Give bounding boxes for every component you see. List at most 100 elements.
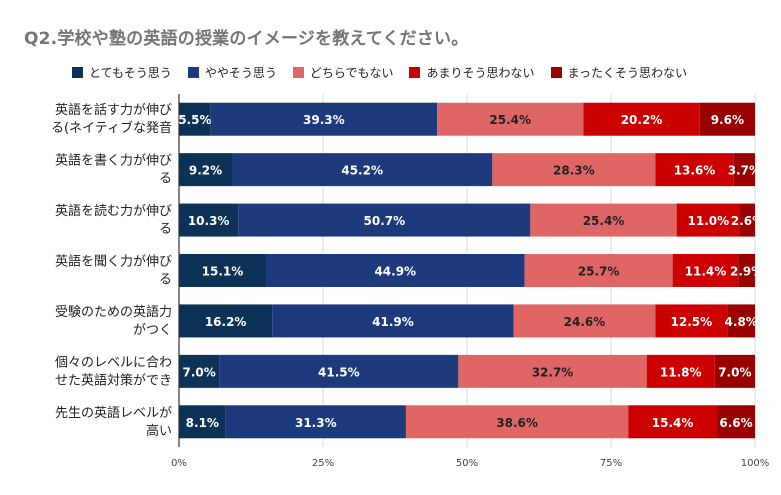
data-label-series-1-row-3: 10.3%: [188, 214, 230, 228]
x-tick-label-2: 25%: [312, 458, 334, 469]
legend-item-series-3: どちらでもない: [292, 64, 394, 81]
legend-label-series-3: どちらでもない: [309, 65, 394, 80]
bar-series-4-row-5: [655, 304, 728, 338]
bar-series-5-row-1: [699, 102, 755, 136]
bar-series-5-row-2: [733, 153, 755, 187]
bar-series-5-row-4: [738, 254, 755, 287]
legend-label-series-1: とてもそう思う: [89, 65, 172, 80]
data-label-series-3-row-1: 25.4%: [489, 113, 531, 127]
bar-series-2-row-6: [219, 354, 459, 388]
category-label-3-line-2: る: [159, 222, 172, 237]
bar-series-3-row-3: [530, 203, 677, 237]
data-label-series-4-row-6: 11.8%: [660, 365, 702, 379]
bar-series-1-row-7: [179, 405, 226, 439]
bar-series-1-row-2: [179, 153, 232, 187]
data-label-series-3-row-5: 24.6%: [564, 315, 606, 329]
bar-series-2-row-5: [272, 304, 514, 338]
data-label-series-5-row-1: 9.6%: [711, 113, 744, 127]
bar-series-4-row-3: [676, 203, 741, 237]
data-label-series-2-row-5: 41.9%: [372, 315, 414, 329]
data-label-series-1-row-2: 9.2%: [189, 164, 222, 178]
data-label-series-2-row-6: 41.5%: [318, 365, 360, 379]
bar-series-2-row-7: [225, 405, 406, 439]
bar-series-5-row-7: [716, 405, 755, 439]
data-label-series-5-row-2: 3.7%: [728, 164, 761, 178]
bar-series-3-row-2: [492, 153, 656, 187]
category-label-4-line-2: る: [159, 273, 172, 288]
data-label-series-1-row-1: 5.5%: [178, 113, 211, 127]
legend-swatch-series-4: [409, 66, 421, 78]
data-label-series-5-row-4: 2.9%: [730, 265, 763, 279]
data-label-series-1-row-7: 8.1%: [186, 416, 219, 430]
data-label-series-4-row-2: 13.6%: [674, 164, 716, 178]
data-label-series-5-row-6: 7.0%: [718, 365, 751, 379]
category-label-1-line-1: 英語を話す力が伸び: [55, 102, 172, 118]
bar-series-5-row-5: [727, 304, 755, 338]
data-label-series-2-row-1: 39.3%: [303, 113, 345, 127]
category-label-2-line-1: 英語を書く力が伸び: [55, 153, 172, 169]
bar-series-2-row-3: [238, 203, 531, 237]
legend-item-series-4: あまりそう思わない: [409, 64, 535, 81]
legend: とてもそう思う ややそう思う どちらでもない あまりそう思わない まったくそう思…: [72, 64, 703, 80]
data-label-series-3-row-7: 38.6%: [496, 416, 538, 430]
data-label-series-1-row-4: 15.1%: [202, 265, 244, 279]
data-label-series-4-row-3: 11.0%: [688, 214, 730, 228]
bar-series-4-row-4: [672, 254, 739, 287]
data-label-series-4-row-4: 11.4%: [685, 265, 727, 279]
bar-series-1-row-6: [179, 354, 220, 388]
data-label-series-4-row-7: 15.4%: [652, 416, 694, 430]
data-label-series-2-row-2: 45.2%: [341, 164, 383, 178]
legend-label-series-5: まったくそう思わない: [567, 65, 688, 80]
category-label-7-line-1: 先生の英語レベルが: [55, 405, 172, 421]
bar-series-2-row-2: [231, 153, 493, 187]
category-label-3-line-1: 英語を読む力が伸び: [55, 203, 172, 219]
data-label-series-3-row-4: 25.7%: [578, 265, 620, 279]
bar-series-5-row-6: [714, 354, 755, 388]
bar-series-3-row-6: [458, 354, 647, 388]
x-tick-label-1: 0%: [171, 458, 187, 469]
bar-series-2-row-4: [265, 254, 525, 287]
bar-series-4-row-1: [583, 102, 700, 136]
chart-title: Q2.学校や塾の英語の授業のイメージを教えてください。: [24, 29, 469, 49]
legend-swatch-series-3: [292, 66, 304, 78]
x-tick-label-3: 50%: [456, 458, 478, 469]
bar-series-3-row-7: [405, 405, 629, 439]
data-label-series-2-row-3: 50.7%: [364, 214, 406, 228]
legend-item-series-2: ややそう思う: [187, 64, 277, 81]
data-label-series-4-row-1: 20.2%: [621, 113, 663, 127]
data-label-series-1-row-5: 16.2%: [205, 315, 247, 329]
bar-series-4-row-2: [655, 153, 734, 187]
legend-item-series-1: とてもそう思う: [72, 64, 172, 81]
legend-swatch-series-2: [187, 66, 199, 78]
legend-label-series-2: ややそう思う: [204, 65, 277, 80]
category-label-5-line-1: 受験のための英語力: [55, 304, 172, 320]
data-label-series-2-row-7: 31.3%: [295, 416, 337, 430]
data-label-series-4-row-5: 12.5%: [671, 315, 713, 329]
bar-series-3-row-5: [513, 304, 656, 338]
x-tick-label-4: 75%: [600, 458, 622, 469]
category-label-5-line-2: がつく: [133, 323, 172, 338]
data-label-series-3-row-2: 28.3%: [553, 164, 595, 178]
data-label-series-1-row-6: 7.0%: [183, 365, 216, 379]
legend-item-series-5: まったくそう思わない: [550, 64, 688, 81]
legend-swatch-series-5: [550, 66, 562, 78]
bar-series-4-row-7: [628, 405, 717, 439]
data-label-series-3-row-6: 32.7%: [532, 365, 574, 379]
bar-series-1-row-3: [179, 203, 239, 237]
legend-swatch-series-1: [72, 66, 83, 78]
legend-label-series-4: あまりそう思わない: [426, 65, 535, 80]
bar-series-5-row-3: [740, 203, 755, 237]
bar-series-1-row-4: [179, 254, 266, 287]
category-label-6-line-1: 個々のレベルに合わ: [55, 355, 172, 370]
bar-series-2-row-1: [210, 102, 438, 136]
x-tick-label-5: 100%: [741, 458, 770, 469]
data-label-series-3-row-3: 25.4%: [583, 214, 625, 228]
category-label-7-line-2: 高い: [146, 423, 172, 439]
data-label-series-5-row-3: 2.6%: [731, 214, 764, 228]
data-label-series-2-row-4: 44.9%: [374, 265, 416, 279]
bar-series-4-row-6: [646, 354, 715, 388]
bar-series-3-row-1: [437, 102, 584, 136]
bar-series-1-row-5: [179, 304, 273, 338]
